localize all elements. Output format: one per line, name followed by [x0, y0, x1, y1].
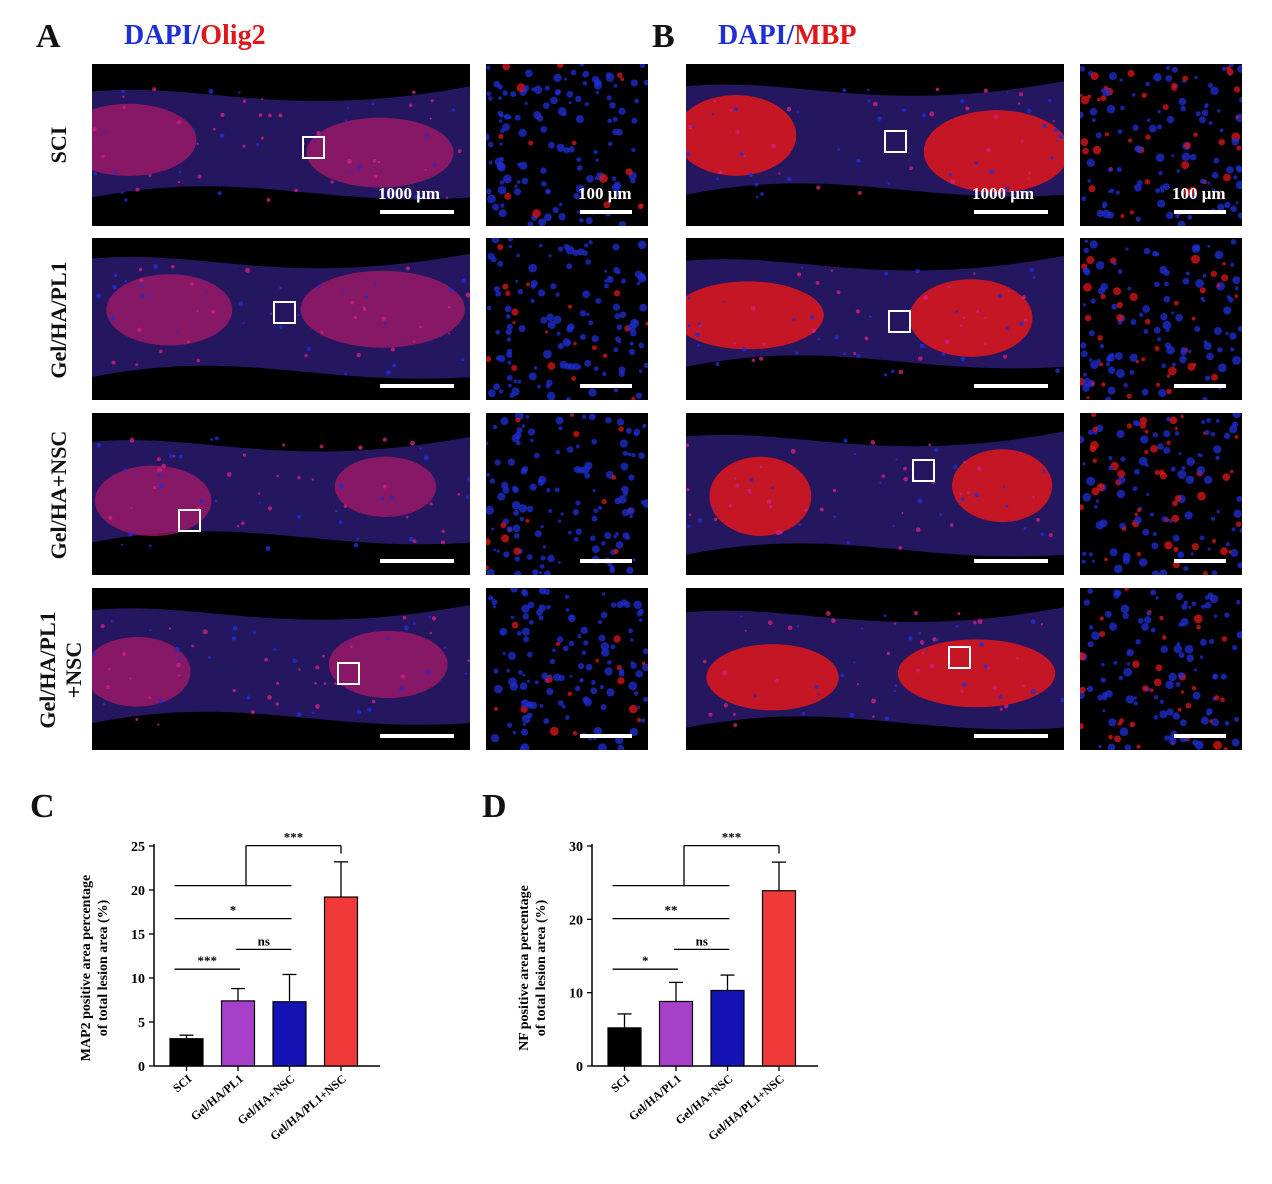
- scalebar-b-zoom-row3: [1174, 559, 1226, 563]
- micrograph-a-zoom-row3: [486, 413, 648, 575]
- row-label-gel-ha-nsc: Gel/HA+NSC: [46, 430, 71, 560]
- sig-bracket-4-label: ***: [284, 830, 304, 845]
- y-tick-label: 0: [576, 1060, 583, 1075]
- roi-box-b-row3: [912, 459, 935, 482]
- sig-bracket-2-label: ns: [696, 933, 708, 948]
- scalebar-label-a-zoom: 100 μm: [578, 184, 632, 203]
- roi-box-a-row1: [302, 136, 325, 159]
- y-tick-label: 10: [569, 987, 583, 1002]
- bar-gel-ha-pl1-nsc: [761, 890, 797, 1067]
- panel-a-stain-separator: /: [192, 20, 201, 51]
- sig-bracket-1-label: *: [642, 953, 649, 968]
- panel-b-stain-separator: /: [786, 20, 795, 51]
- y-axis-label-line-1: NF positive area percentage: [517, 885, 532, 1051]
- sig-bracket-4-label: ***: [722, 830, 742, 845]
- scalebar-b-zoom-row1: [1174, 210, 1226, 214]
- y-tick-label: 5: [138, 1016, 145, 1031]
- bar-gel-ha-pl1: [220, 1000, 256, 1067]
- micrograph-b-zoom-row3: [1080, 413, 1242, 575]
- scalebar-label-b-zoom: 100 μm: [1172, 184, 1226, 203]
- micrograph-b-main-row2: [686, 238, 1064, 400]
- scalebar-b-main-row4: [974, 734, 1048, 738]
- row-label-gel-ha-pl1-nsc-line2: +NSC: [61, 641, 86, 699]
- y-axis-label: NF positive area percentage of total lesi…: [517, 885, 549, 1051]
- scalebar-label-a-main: 1000 μm: [378, 184, 441, 203]
- x-tick-label: SCI: [170, 1071, 195, 1095]
- scalebar-a-main-row2: [380, 384, 454, 388]
- scalebar-a-zoom-row3: [580, 559, 632, 563]
- row-label-gel-ha-pl1-nsc-line1: Gel/HA/PL1: [35, 611, 60, 729]
- scalebar-label-b-main: 1000 μm: [972, 184, 1035, 203]
- y-tick-label: 10: [131, 972, 145, 987]
- y-tick-label: 20: [131, 884, 145, 899]
- y-tick-label: 0: [138, 1060, 145, 1075]
- micrograph-b-zoom-row1: [1080, 64, 1242, 226]
- panel-letter-c: C: [30, 788, 55, 825]
- bar-chart-map2: MAP2 positive area percentage of total le…: [79, 830, 380, 1143]
- row-label-gel-ha-pl1: Gel/HA/PL1: [46, 261, 71, 379]
- micrograph-a-zoom-row4: [486, 588, 648, 750]
- scalebar-a-zoom-row1: [580, 210, 632, 214]
- roi-box-a-row2: [273, 301, 296, 324]
- scalebar-a-main-row3: [380, 559, 454, 563]
- y-axis-label-line-2: of total lesion area (%): [96, 899, 111, 1036]
- micrograph-b-main-row3: [686, 413, 1064, 575]
- roi-box-b-row4: [948, 646, 971, 669]
- scalebar-b-main-row3: [974, 559, 1048, 563]
- panel-b-stain-mbp: MBP: [794, 20, 857, 51]
- micrograph-a-main-row1: [92, 64, 470, 226]
- panel-a-stain-olig2: Olig2: [200, 20, 266, 51]
- micrograph-b-zoom-row2: [1080, 238, 1242, 400]
- bar-gel-ha-nsc: [710, 989, 745, 1067]
- roi-box-a-row3: [178, 509, 201, 532]
- y-tick-label: 25: [131, 840, 145, 855]
- panel-b-stain-title: DAPI/MBP: [718, 20, 856, 52]
- y-axis-label-line-2: of total lesion area (%): [534, 899, 549, 1036]
- y-tick-label: 30: [569, 840, 583, 855]
- scalebar-a-main-row4: [380, 734, 454, 738]
- x-tick-label: SCI: [608, 1071, 633, 1095]
- micrograph-a-zoom-row2: [486, 238, 648, 400]
- sig-bracket-2-label: ns: [258, 933, 270, 948]
- micrograph-b-main-row4: [686, 588, 1064, 750]
- bar-sci: [169, 1038, 204, 1067]
- roi-box-b-row2: [888, 310, 911, 333]
- bar-chart-nf: NF positive area percentage of total lesi…: [517, 830, 818, 1143]
- micrograph-b-main-row1: [686, 64, 1064, 226]
- scalebar-b-zoom-row2: [1174, 384, 1226, 388]
- bar-sci: [607, 1027, 642, 1067]
- micrograph-a-zoom-row1: [486, 64, 648, 226]
- y-tick-label: 20: [569, 913, 583, 928]
- micrograph-a-main-row2: [92, 238, 470, 400]
- bar-gel-ha-pl1: [658, 1000, 694, 1067]
- panel-a-stain-title: DAPI/Olig2: [124, 20, 266, 52]
- sig-bracket-3-label: **: [665, 903, 678, 918]
- y-tick-label: 15: [131, 928, 145, 943]
- micrograph-a-main-row4: [92, 588, 470, 750]
- bar-gel-ha-nsc: [272, 1001, 307, 1067]
- panel-letter-a: A: [36, 18, 61, 55]
- panel-letter-b: B: [652, 18, 675, 55]
- panel-b-stain-dapi: DAPI: [718, 20, 787, 51]
- scalebar-b-main-row1: [974, 210, 1048, 214]
- scalebar-a-main-row1: [380, 210, 454, 214]
- sig-bracket-1-label: ***: [198, 953, 218, 968]
- roi-box-a-row4: [337, 662, 360, 685]
- scalebar-b-main-row2: [974, 384, 1048, 388]
- scalebar-a-zoom-row4: [580, 734, 632, 738]
- sig-bracket-3-label: *: [230, 903, 237, 918]
- y-axis-label-line-1: MAP2 positive area percentage: [79, 875, 94, 1062]
- micrograph-b-zoom-row4: [1080, 588, 1242, 750]
- scalebar-b-zoom-row4: [1174, 734, 1226, 738]
- panel-a-stain-dapi: DAPI: [124, 20, 193, 51]
- micrograph-a-main-row3: [92, 413, 470, 575]
- row-label-gel-ha-pl1-nsc: Gel/HA/PL1 +NSC: [35, 585, 87, 755]
- scalebar-a-zoom-row2: [580, 384, 632, 388]
- bar-gel-ha-pl1-nsc: [323, 896, 359, 1067]
- panel-letter-d: D: [482, 788, 507, 825]
- roi-box-b-row1: [884, 130, 907, 153]
- row-label-sci: SCI: [46, 126, 71, 164]
- y-axis-label: MAP2 positive area percentage of total le…: [79, 875, 111, 1062]
